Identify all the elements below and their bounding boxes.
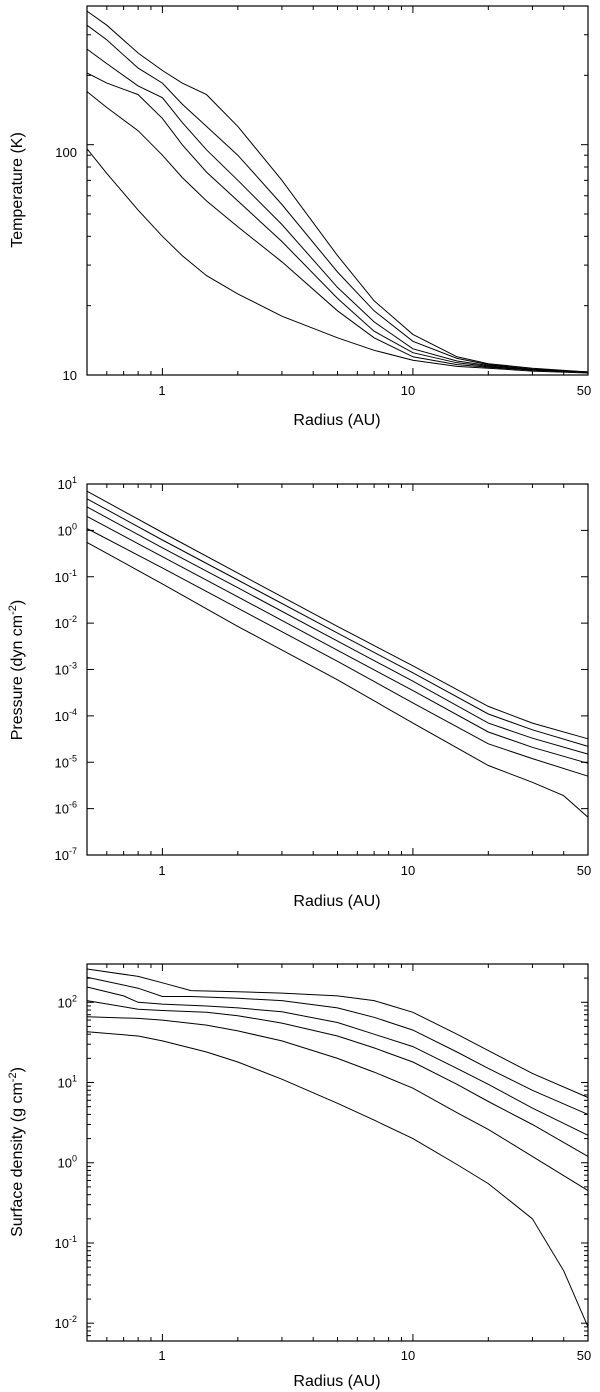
pressure-xtick-label-50: 50 bbox=[577, 863, 591, 878]
surface-density-curve-2 bbox=[86, 976, 589, 1115]
surface-density-curve-6 bbox=[86, 1031, 589, 1328]
surface-density-y-axis-label-exponent: -2 bbox=[7, 1072, 19, 1082]
surface-density-ytick-label: 102 bbox=[58, 993, 77, 1010]
pressure-ytick-label-exponent: -3 bbox=[69, 661, 77, 671]
pressure-y-axis-label: Pressure (dyn cm-2) bbox=[7, 600, 26, 740]
temperature-ytick-label-100: 100 bbox=[55, 145, 77, 160]
pressure-ytick-label-exponent: -2 bbox=[69, 614, 77, 624]
temperature-xtick-label-50: 50 bbox=[577, 383, 591, 398]
pressure-curve-5 bbox=[86, 528, 589, 777]
temperature-panel: 100 10 1 10 50 Radius (AU) Temperature (… bbox=[9, 5, 591, 429]
surface-density-ytick-label: 10-1 bbox=[55, 1234, 77, 1251]
pressure-ytick-label-base: 10 bbox=[55, 709, 69, 724]
surface-density-xtick-label-10: 10 bbox=[401, 1348, 415, 1363]
surface-density-ytick-label: 101 bbox=[58, 1074, 77, 1091]
pressure-ytick-label: 100 bbox=[58, 521, 77, 538]
surface-density-curve-5 bbox=[86, 1016, 589, 1192]
temperature-curve-1 bbox=[86, 10, 589, 373]
pressure-curve-1 bbox=[86, 490, 589, 740]
surface-density-y-axis-label-text: Surface density (g cm bbox=[9, 1082, 26, 1237]
temperature-xtick-label-10: 10 bbox=[401, 383, 415, 398]
surface-density-xtick-label-1: 1 bbox=[158, 1348, 165, 1363]
temperature-x-axis-label: Radius (AU) bbox=[293, 412, 380, 429]
pressure-ytick-label: 10-1 bbox=[55, 568, 77, 585]
surface-density-ytick-label-base: 10 bbox=[58, 1156, 72, 1171]
pressure-ytick-label: 10-3 bbox=[55, 661, 77, 678]
pressure-ytick-label-exponent: -6 bbox=[69, 800, 77, 810]
pressure-ytick-label-exponent: -1 bbox=[69, 568, 77, 578]
temperature-ytick-label-10: 10 bbox=[63, 368, 77, 383]
pressure-ytick-label-exponent: -7 bbox=[69, 846, 77, 856]
surface-density-curve-3 bbox=[86, 986, 589, 1136]
surface-density-ytick-label-base: 10 bbox=[55, 1236, 69, 1251]
pressure-x-axis-label: Radius (AU) bbox=[293, 893, 380, 910]
surface-density-ytick-label-exponent: -2 bbox=[69, 1314, 77, 1324]
temperature-curve-5 bbox=[86, 91, 589, 373]
pressure-curves bbox=[86, 490, 589, 818]
pressure-ticks bbox=[86, 483, 589, 856]
pressure-ytick-label-base: 10 bbox=[55, 663, 69, 678]
pressure-ytick-label: 10-5 bbox=[55, 753, 77, 770]
pressure-ytick-label: 10-2 bbox=[55, 614, 77, 631]
surface-density-curve-4 bbox=[86, 1000, 589, 1157]
surface-density-ytick-label: 10-2 bbox=[55, 1314, 77, 1331]
pressure-y-axis-label-exponent: -2 bbox=[7, 605, 19, 615]
pressure-ytick-label-base: 10 bbox=[55, 570, 69, 585]
temperature-xtick-label-1: 1 bbox=[158, 383, 165, 398]
pressure-ytick-label: 101 bbox=[58, 475, 77, 492]
temperature-curves bbox=[86, 10, 589, 374]
pressure-ytick-label-exponent: -4 bbox=[69, 707, 77, 717]
pressure-ytick-label-base: 10 bbox=[55, 755, 69, 770]
surface-density-ytick-label-exponent: 2 bbox=[72, 993, 77, 1003]
surface-density-ytick-label-exponent: -1 bbox=[69, 1234, 77, 1244]
surface-density-y-axis-label: Surface density (g cm-2) bbox=[7, 1067, 26, 1237]
surface-density-ytick-label-exponent: 1 bbox=[72, 1074, 77, 1084]
temperature-curve-6 bbox=[86, 148, 589, 374]
surface-density-ytick-label-base: 10 bbox=[58, 995, 72, 1010]
surface-density-ytick-label: 100 bbox=[58, 1154, 77, 1171]
pressure-ytick-label-base: 10 bbox=[55, 616, 69, 631]
pressure-ytick-label: 10-4 bbox=[55, 707, 77, 724]
temperature-curve-3 bbox=[86, 48, 589, 373]
temperature-ticks bbox=[86, 5, 589, 376]
surface-density-curve-1 bbox=[86, 968, 589, 1098]
surface-density-curves bbox=[86, 968, 589, 1328]
pressure-xtick-label-1: 1 bbox=[158, 863, 165, 878]
pressure-curve-6 bbox=[86, 541, 589, 818]
pressure-ytick-label: 10-7 bbox=[55, 846, 77, 863]
temperature-curve-2 bbox=[86, 24, 589, 373]
pressure-ytick-label-exponent: -5 bbox=[69, 753, 77, 763]
surface-density-ytick-label-exponent: 0 bbox=[72, 1154, 77, 1164]
temperature-plot-frame bbox=[86, 5, 589, 376]
pressure-curve-4 bbox=[86, 515, 589, 764]
pressure-ytick-label-base: 10 bbox=[55, 848, 69, 863]
pressure-ytick-label-exponent: 0 bbox=[72, 521, 77, 531]
surface-density-x-axis-label: Radius (AU) bbox=[293, 1373, 380, 1390]
temperature-y-axis-label: Temperature (K) bbox=[9, 132, 26, 248]
surface-density-y-axis-label-suffix: ) bbox=[9, 1067, 26, 1072]
surface-density-ytick-label-base: 10 bbox=[55, 1316, 69, 1331]
surface-density-ytick-label-base: 10 bbox=[58, 1076, 72, 1091]
pressure-curve-2 bbox=[86, 498, 589, 747]
pressure-curve-3 bbox=[86, 506, 589, 755]
surface-density-xtick-label-50: 50 bbox=[577, 1348, 591, 1363]
pressure-ytick-label-exponent: 1 bbox=[72, 475, 77, 485]
pressure-ytick-label-base: 10 bbox=[55, 802, 69, 817]
pressure-y-axis-label-text: Pressure (dyn cm bbox=[9, 615, 26, 740]
surface-density-ticks bbox=[86, 963, 589, 1342]
pressure-y-axis-label-suffix: ) bbox=[9, 600, 26, 605]
pressure-xtick-label-10: 10 bbox=[401, 863, 415, 878]
temperature-curve-4 bbox=[86, 72, 589, 373]
pressure-ytick-label-base: 10 bbox=[58, 477, 72, 492]
pressure-ytick-label: 10-6 bbox=[55, 800, 77, 817]
pressure-ytick-label-base: 10 bbox=[58, 523, 72, 538]
